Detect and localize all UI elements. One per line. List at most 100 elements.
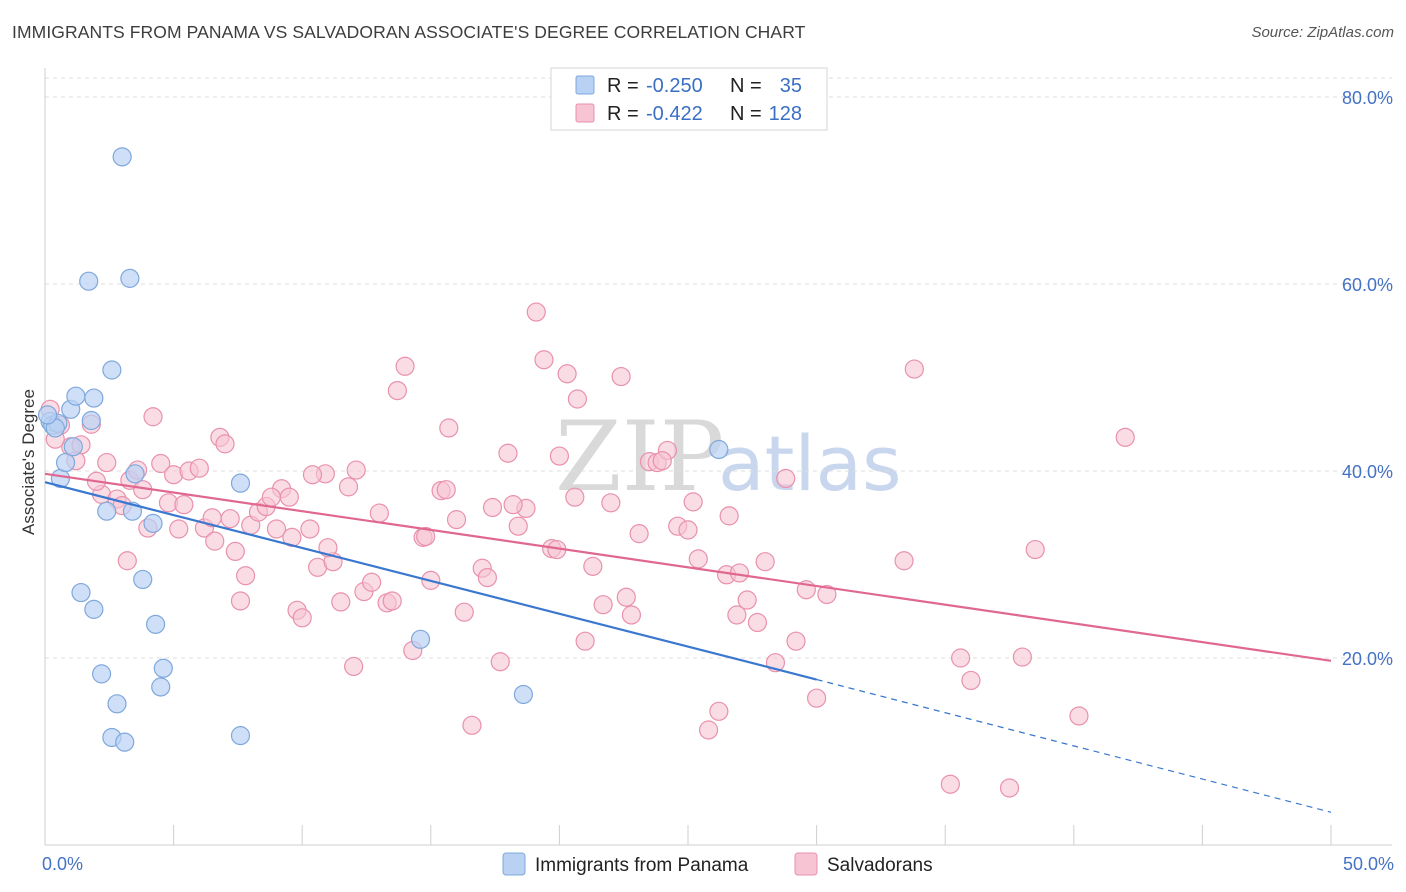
salvadorans-point-102 <box>1069 706 1089 726</box>
salvadorans-point-24 <box>225 541 245 562</box>
bottom-legend-swatch-pink <box>794 852 818 876</box>
salvadorans-point-80 <box>688 549 708 569</box>
salvadorans-point-53 <box>446 510 467 530</box>
bottom-legend-label-2: Salvadorans <box>827 855 933 876</box>
panama-point-31 <box>410 629 431 649</box>
salvadorans-point-89 <box>776 468 796 489</box>
salvadorans-point-69 <box>583 556 603 576</box>
x-tick-label-min: 0.0% <box>42 854 83 874</box>
panama-point-14 <box>112 147 132 167</box>
panama-point-7 <box>66 386 86 406</box>
salvadorans-point-60 <box>508 516 528 536</box>
bottom-legend-label-1: Immigrants from Panama <box>535 855 749 876</box>
salvadorans-point-72 <box>611 366 631 387</box>
panama-point-34 <box>37 405 58 425</box>
legend-swatch-pink <box>575 103 595 123</box>
panama-point-29 <box>230 726 251 746</box>
salvadorans-point-120 <box>565 487 585 507</box>
legend-n-value-1: 35 <box>780 75 802 97</box>
panama-point-26 <box>107 694 127 714</box>
salvadorans-point-12 <box>143 407 163 427</box>
salvadorans-point-94 <box>894 551 914 571</box>
salvadorans-point-110 <box>205 531 225 551</box>
salvadorans-point-5 <box>97 452 117 473</box>
salvadorans-point-97 <box>951 648 971 668</box>
y-axis-label: Associate's Degree <box>19 389 38 535</box>
salvadorans-point-101 <box>1025 539 1045 560</box>
salvadorans-point-99 <box>999 778 1020 798</box>
panama-point-20 <box>71 582 91 603</box>
salvadorans-point-23 <box>220 509 240 529</box>
panama-point-23 <box>153 658 173 678</box>
salvadorans-point-43 <box>362 572 382 592</box>
top-legend: R = -0.250 N = 35 R = -0.422 N = 128 <box>550 67 828 131</box>
legend-n-value-2: 128 <box>769 103 802 125</box>
trend-lines <box>44 472 1332 813</box>
panama-point-25 <box>151 677 171 697</box>
salvadorans-point-111 <box>261 487 281 507</box>
salvadorans-point-18 <box>189 458 209 478</box>
salvadorans-point-54 <box>454 602 474 622</box>
salvadorans-point-32 <box>279 487 299 507</box>
salvadorans-point-107 <box>117 551 137 571</box>
panama-trend-line-extension <box>816 678 1332 813</box>
salvadorans-trend-line <box>44 472 1332 662</box>
salvadorans-point-117 <box>477 567 497 588</box>
salvadorans-point-34 <box>292 608 312 628</box>
panama-point-9 <box>63 437 83 457</box>
salvadorans-point-90 <box>786 631 806 651</box>
salvadorans-point-26 <box>236 566 256 586</box>
panama-point-6 <box>55 452 76 473</box>
salvadorans-point-116 <box>436 480 456 500</box>
panama-point-18 <box>143 513 163 533</box>
salvadorans-point-47 <box>395 356 415 376</box>
salvadorans-point-74 <box>629 524 649 544</box>
salvadorans-point-118 <box>503 495 523 515</box>
salvadorans-point-30 <box>266 519 287 539</box>
salvadorans-point-122 <box>652 451 672 471</box>
salvadorans-point-67 <box>567 389 588 409</box>
legend-r-value-1: -0.250 <box>646 75 703 97</box>
salvadorans-point-82 <box>709 701 729 721</box>
salvadorans-point-112 <box>302 465 323 485</box>
panama-point-8 <box>81 410 101 431</box>
chart-title: IMMIGRANTS FROM PANAMA VS SALVADORAN ASS… <box>12 22 806 42</box>
legend-r-label-2: R = <box>607 103 639 125</box>
panama-point-13 <box>120 268 140 288</box>
salvadorans-point-59 <box>498 443 518 463</box>
watermark-atlas: atlas <box>718 419 902 508</box>
panama-point-22 <box>145 614 166 634</box>
salvadorans-point-98 <box>961 670 981 691</box>
y-tick-label-60: 60.0% <box>1342 275 1393 295</box>
salvadorans-point-41 <box>346 460 366 480</box>
x-tick-labels: 0.0% 50.0% <box>42 854 1394 874</box>
salvadorans-point-81 <box>698 720 719 740</box>
salvadorans-point-52 <box>439 418 459 438</box>
data-points <box>37 147 1135 798</box>
panama-point-17 <box>97 501 117 521</box>
salvadorans-point-92 <box>806 688 827 708</box>
panama-trend-line <box>44 481 817 681</box>
salvadorans-point-40 <box>338 477 359 497</box>
x-tick-label-max: 50.0% <box>1343 854 1394 874</box>
salvadorans-point-95 <box>904 359 924 379</box>
salvadorans-point-121 <box>616 587 636 607</box>
salvadorans-point-73 <box>621 605 642 625</box>
legend-box <box>550 67 828 131</box>
y-tick-label-40: 40.0% <box>1342 462 1393 482</box>
legend-swatch-blue <box>575 75 595 95</box>
salvadorans-point-55 <box>462 715 482 735</box>
salvadorans-point-22 <box>215 434 235 454</box>
salvadorans-point-71 <box>601 493 621 513</box>
panama-point-10 <box>84 388 104 408</box>
y-tick-label-80: 80.0% <box>1342 88 1393 108</box>
panama-point-15 <box>125 464 145 484</box>
salvadorans-point-70 <box>593 595 613 615</box>
salvadorans-point-115 <box>416 526 436 547</box>
salvadorans-point-35 <box>300 519 320 539</box>
source-label: Source: ZipAtlas.com <box>1251 24 1394 41</box>
legend-r-label-1: R = <box>607 75 639 97</box>
salvadorans-point-46 <box>387 380 407 401</box>
salvadorans-point-96 <box>940 774 960 794</box>
salvadorans-point-57 <box>482 497 503 518</box>
